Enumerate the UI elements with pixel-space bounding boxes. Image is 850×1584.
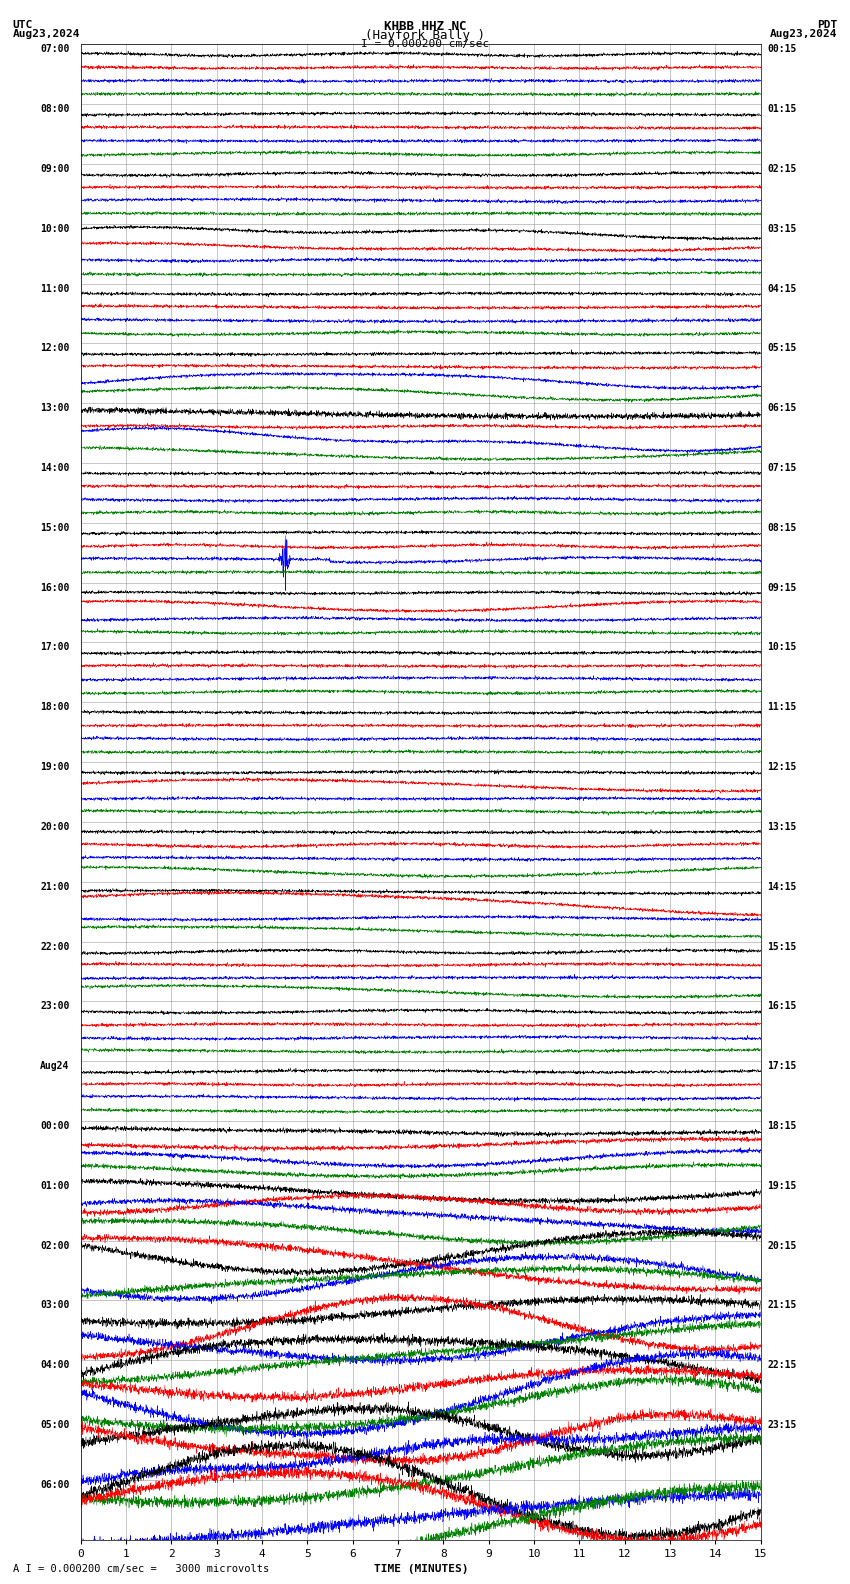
Text: 00:00: 00:00	[40, 1121, 70, 1131]
Text: 22:15: 22:15	[768, 1361, 797, 1370]
Text: 10:00: 10:00	[40, 223, 70, 234]
Text: 04:00: 04:00	[40, 1361, 70, 1370]
Text: UTC: UTC	[13, 19, 33, 30]
Text: 19:00: 19:00	[40, 762, 70, 771]
Text: 05:15: 05:15	[768, 344, 797, 353]
Text: 15:00: 15:00	[40, 523, 70, 532]
Text: 13:00: 13:00	[40, 404, 70, 413]
Text: 01:15: 01:15	[768, 105, 797, 114]
Text: 17:15: 17:15	[768, 1061, 797, 1071]
Text: 23:00: 23:00	[40, 1001, 70, 1011]
Text: 22:00: 22:00	[40, 941, 70, 952]
Text: 16:15: 16:15	[768, 1001, 797, 1011]
Text: 10:15: 10:15	[768, 643, 797, 653]
Text: 11:00: 11:00	[40, 284, 70, 293]
Text: A I = 0.000200 cm/sec =   3000 microvolts: A I = 0.000200 cm/sec = 3000 microvolts	[13, 1565, 269, 1574]
Text: 14:15: 14:15	[768, 882, 797, 892]
Text: (Hayfork Bally ): (Hayfork Bally )	[365, 29, 485, 43]
Text: 07:00: 07:00	[40, 44, 70, 54]
Text: 08:00: 08:00	[40, 105, 70, 114]
Text: 19:15: 19:15	[768, 1180, 797, 1191]
Text: I = 0.000200 cm/sec: I = 0.000200 cm/sec	[361, 38, 489, 49]
Text: 08:15: 08:15	[768, 523, 797, 532]
Text: 16:00: 16:00	[40, 583, 70, 592]
Text: Aug23,2024: Aug23,2024	[770, 29, 837, 40]
Text: 23:15: 23:15	[768, 1419, 797, 1430]
Text: 04:15: 04:15	[768, 284, 797, 293]
Text: 18:00: 18:00	[40, 702, 70, 713]
Text: 05:00: 05:00	[40, 1419, 70, 1430]
Text: 21:15: 21:15	[768, 1300, 797, 1310]
Text: 17:00: 17:00	[40, 643, 70, 653]
Text: 20:15: 20:15	[768, 1240, 797, 1251]
Text: 12:15: 12:15	[768, 762, 797, 771]
Text: 09:15: 09:15	[768, 583, 797, 592]
Text: Aug23,2024: Aug23,2024	[13, 29, 80, 40]
Text: 14:00: 14:00	[40, 463, 70, 474]
Text: 15:15: 15:15	[768, 941, 797, 952]
Text: 12:00: 12:00	[40, 344, 70, 353]
Text: 18:15: 18:15	[768, 1121, 797, 1131]
Text: 02:15: 02:15	[768, 165, 797, 174]
Text: 03:00: 03:00	[40, 1300, 70, 1310]
Text: 02:00: 02:00	[40, 1240, 70, 1251]
Text: 13:15: 13:15	[768, 822, 797, 832]
Text: 01:00: 01:00	[40, 1180, 70, 1191]
Text: 03:15: 03:15	[768, 223, 797, 234]
Text: 06:00: 06:00	[40, 1479, 70, 1491]
Text: 21:00: 21:00	[40, 882, 70, 892]
Text: 11:15: 11:15	[768, 702, 797, 713]
Text: 07:15: 07:15	[768, 463, 797, 474]
Text: 00:15: 00:15	[768, 44, 797, 54]
Text: 09:00: 09:00	[40, 165, 70, 174]
Text: Aug24: Aug24	[40, 1061, 70, 1071]
Text: PDT: PDT	[817, 19, 837, 30]
Text: 20:00: 20:00	[40, 822, 70, 832]
Text: 06:15: 06:15	[768, 404, 797, 413]
Text: KHBB HHZ NC: KHBB HHZ NC	[383, 19, 467, 33]
X-axis label: TIME (MINUTES): TIME (MINUTES)	[373, 1565, 468, 1574]
